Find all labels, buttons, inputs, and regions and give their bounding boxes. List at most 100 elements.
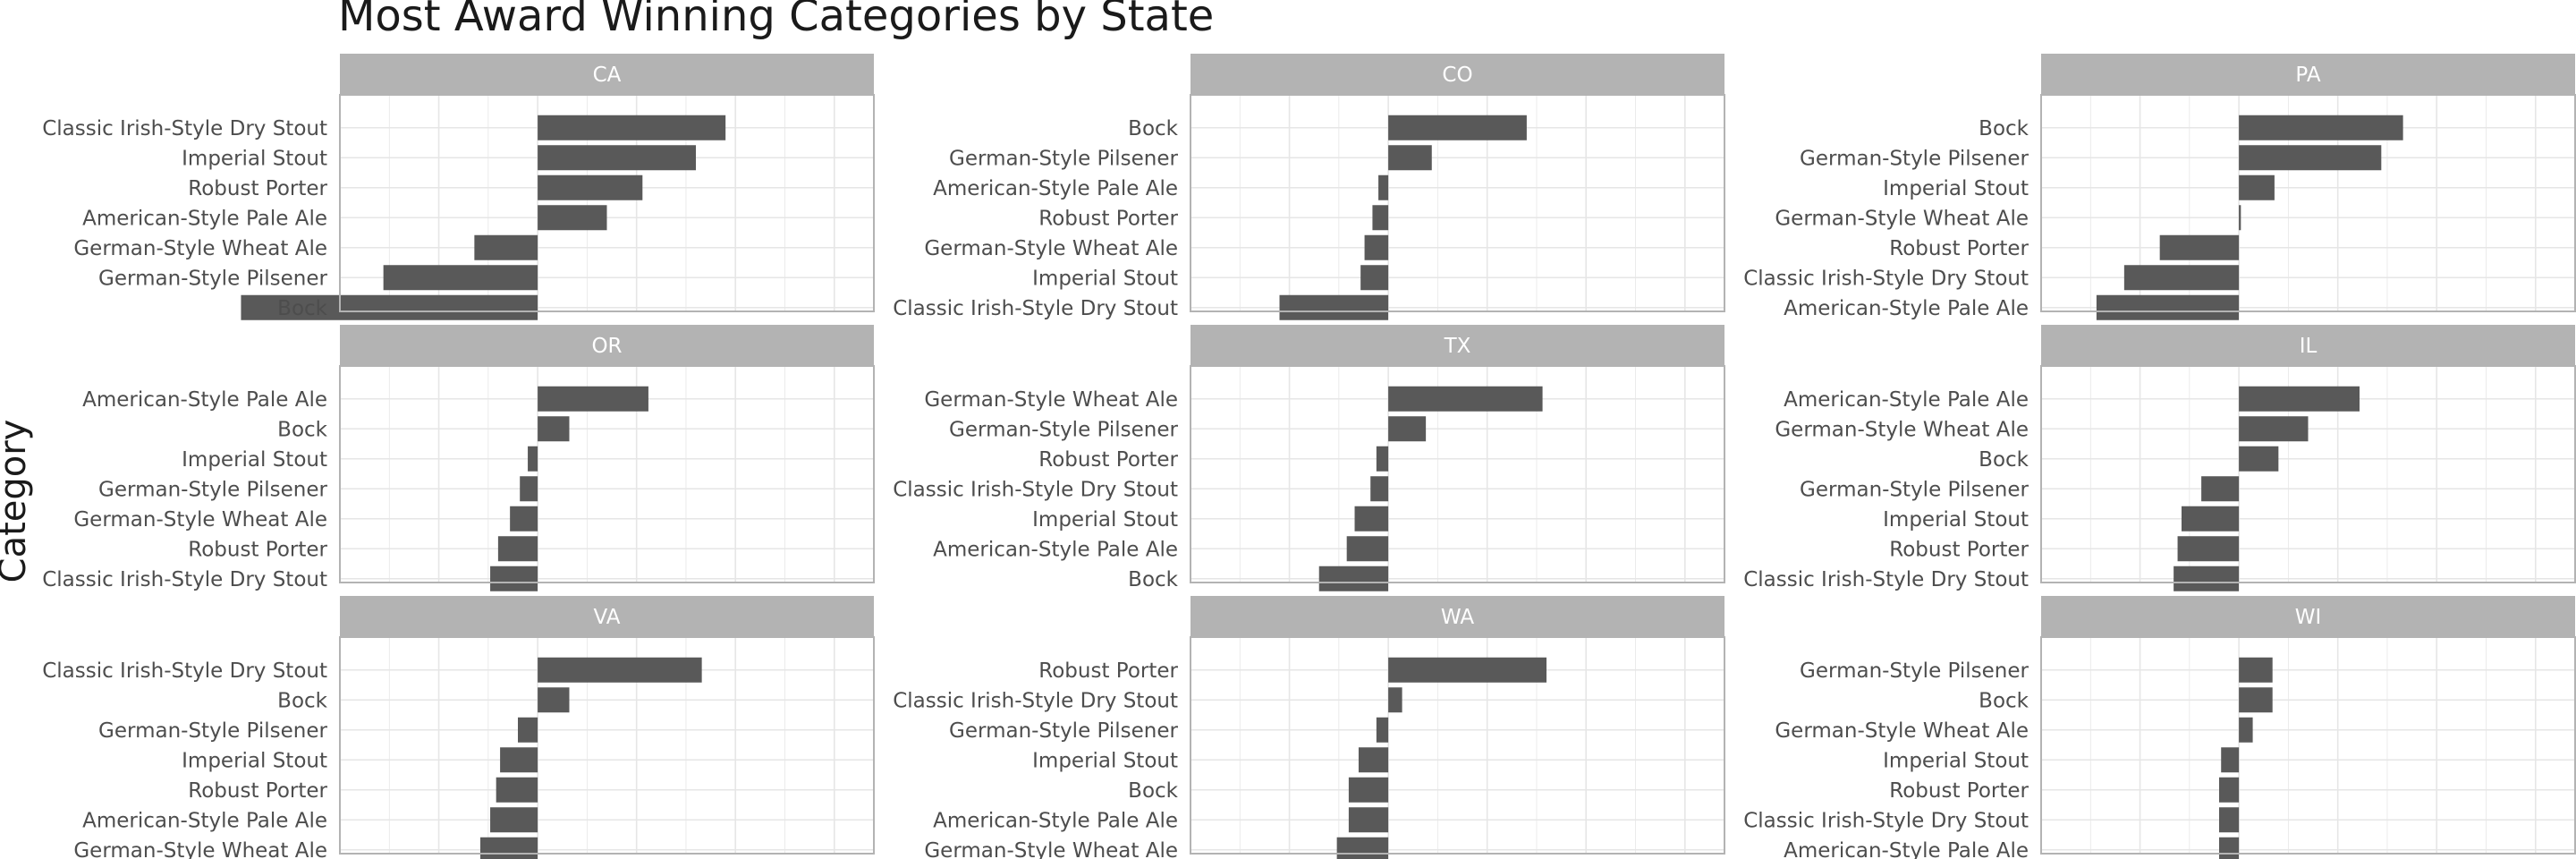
facet-tx: TX German-Style Wheat Ale German-Style Pil…: [893, 325, 1725, 591]
bar-wa-bock: [1348, 777, 1389, 803]
category-tick-label: Bock: [1979, 117, 2029, 140]
facet-strip-label: PA: [2295, 64, 2320, 87]
category-tick-label: German-Style Wheat Ale: [924, 388, 1178, 412]
panel-border: [2040, 636, 2576, 855]
bar-co-classic-irish-style-dry-stout: [1279, 294, 1389, 320]
category-tick-label: Bock: [1128, 117, 1178, 140]
category-tick-label: Robust Porter: [1038, 448, 1178, 472]
bar-wa-german-style-pilsener: [1376, 717, 1389, 743]
facet-strip-label: TX: [1444, 335, 1471, 358]
category-tick-label: Robust Porter: [1038, 659, 1178, 683]
bar-tx-classic-irish-style-dry-stout: [1370, 476, 1389, 502]
bar-pa-robust-porter: [2159, 234, 2240, 260]
facet-strip: [340, 54, 874, 95]
bar-wa-american-style-pale-ale: [1348, 807, 1389, 833]
bar-wi-american-style-pale-ale: [2219, 837, 2240, 859]
panel-border: [1190, 365, 1725, 583]
category-tick-label: American-Style Pale Ale: [82, 809, 327, 832]
category-tick-label: Imperial Stout: [1032, 267, 1178, 290]
facet-panels: CA Classic Irish-Style Dry Stout Imperial …: [42, 54, 2576, 859]
category-tick-label: Classic Irish-Style Dry Stout: [1743, 267, 2029, 290]
category-tick-label: Bock: [277, 297, 327, 320]
category-tick-label: German-Style Pilsener: [1800, 147, 2029, 170]
facet-va: VA Classic Irish-Style Dry Stout Bock Germa…: [42, 596, 875, 859]
bar-or-german-style-pilsener: [520, 476, 538, 502]
category-tick-label: Imperial Stout: [1032, 508, 1178, 532]
bar-co-imperial-stout: [1360, 265, 1389, 291]
category-tick-label: Classic Irish-Style Dry Stout: [42, 659, 327, 683]
bar-tx-imperial-stout: [1354, 506, 1389, 532]
category-tick-label: German-Style Pilsener: [949, 719, 1178, 743]
category-tick-label: German-Style Pilsener: [1800, 478, 2029, 501]
bar-il-classic-irish-style-dry-stout: [2174, 566, 2240, 591]
category-tick-label: Classic Irish-Style Dry Stout: [1743, 568, 2029, 591]
bar-tx-german-style-wheat-ale: [1388, 386, 1543, 412]
bar-pa-german-style-wheat-ale: [2239, 205, 2241, 231]
facet-strip: [1191, 54, 1724, 95]
bar-or-imperial-stout: [528, 446, 538, 472]
bar-il-american-style-pale-ale: [2239, 386, 2360, 412]
category-tick-label: German-Style Wheat Ale: [1775, 418, 2029, 441]
category-tick-label: Classic Irish-Style Dry Stout: [42, 568, 327, 591]
bar-wa-imperial-stout: [1358, 747, 1389, 773]
category-tick-label: Bock: [1128, 779, 1178, 803]
category-tick-label: Imperial Stout: [1032, 749, 1178, 772]
bar-ca-imperial-stout: [538, 145, 696, 171]
bar-or-german-style-wheat-ale: [510, 506, 538, 532]
panel-border: [339, 365, 875, 583]
bar-pa-german-style-pilsener: [2239, 145, 2382, 171]
facet-strip: [2041, 596, 2575, 637]
bar-tx-german-style-pilsener: [1388, 416, 1427, 442]
facet-strip-label: WI: [2295, 606, 2322, 629]
category-tick-label: Imperial Stout: [1883, 177, 2029, 200]
category-tick-label: Imperial Stout: [182, 147, 327, 170]
category-tick-label: Robust Porter: [1889, 237, 2029, 260]
bar-co-bock: [1388, 115, 1527, 140]
y-axis-title: Category: [0, 420, 34, 583]
category-tick-label: Robust Porter: [188, 779, 327, 803]
bar-wi-robust-porter: [2219, 777, 2240, 803]
panel-border: [2040, 365, 2576, 583]
bar-va-german-style-wheat-ale: [479, 837, 538, 859]
facet-strip: [2041, 325, 2575, 366]
category-tick-label: Imperial Stout: [182, 448, 327, 472]
category-tick-label: American-Style Pale Ale: [1784, 839, 2029, 859]
bar-ca-american-style-pale-ale: [538, 205, 607, 231]
facet-strip-label: VA: [594, 606, 621, 629]
category-tick-label: Robust Porter: [1889, 538, 2029, 561]
category-tick-label: German-Style Wheat Ale: [1775, 207, 2029, 230]
bar-tx-american-style-pale-ale: [1346, 536, 1389, 562]
category-tick-label: German-Style Wheat Ale: [1775, 719, 2029, 743]
facet-strip-label: WA: [1441, 606, 1474, 629]
facet-strip-label: CO: [1442, 64, 1472, 87]
category-tick-label: Classic Irish-Style Dry Stout: [42, 117, 327, 140]
category-tick-label: Bock: [277, 689, 327, 712]
bar-wi-imperial-stout: [2221, 747, 2240, 773]
bar-ca-german-style-pilsener: [383, 265, 538, 291]
category-tick-label: Imperial Stout: [1883, 749, 2029, 772]
facet-strip: [1191, 596, 1724, 637]
category-tick-label: Robust Porter: [188, 538, 327, 561]
category-tick-label: German-Style Wheat Ale: [73, 839, 327, 859]
facet-strip-label: IL: [2300, 335, 2318, 358]
bar-co-german-style-wheat-ale: [1364, 234, 1389, 260]
category-tick-label: Robust Porter: [1889, 779, 2029, 803]
bar-pa-american-style-pale-ale: [2096, 294, 2240, 320]
chart-title: Most Award Winning Categories by State: [338, 0, 1214, 41]
bar-va-imperial-stout: [500, 747, 538, 773]
bar-pa-bock: [2239, 115, 2403, 140]
category-tick-label: Bock: [1979, 448, 2029, 472]
facet-wa: WA Robust Porter Classic Irish-Style Dry S…: [893, 596, 1725, 859]
category-tick-label: American-Style Pale Ale: [933, 538, 1178, 561]
facet-pa: PA Bock German-Style Pilsener Imperial Stou…: [1743, 54, 2576, 320]
category-tick-label: American-Style Pale Ale: [1784, 297, 2029, 320]
facet-strip: [340, 596, 874, 637]
panel-border: [339, 636, 875, 855]
category-tick-label: German-Style Pilsener: [1800, 659, 2029, 683]
category-tick-label: Classic Irish-Style Dry Stout: [893, 478, 1178, 501]
bar-wa-robust-porter: [1388, 657, 1546, 683]
bar-pa-classic-irish-style-dry-stout: [2123, 265, 2240, 291]
bar-va-bock: [538, 687, 570, 713]
bar-ca-robust-porter: [538, 174, 643, 200]
bar-co-german-style-pilsener: [1388, 145, 1432, 171]
